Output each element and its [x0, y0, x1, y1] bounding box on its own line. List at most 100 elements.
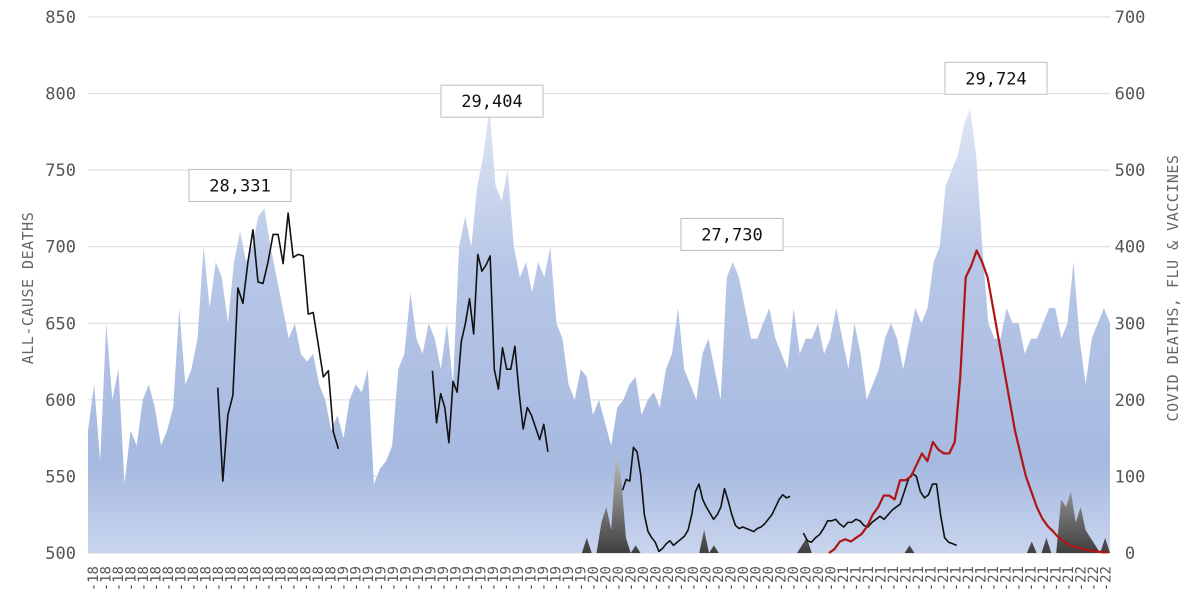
x-tick: -20 — [824, 566, 840, 591]
y-tick-right: 100 — [1115, 467, 1146, 487]
y-tick-left: 750 — [45, 161, 76, 181]
annotation-box — [188, 168, 292, 202]
x-tick: -18 — [124, 566, 140, 591]
x-tick: -18 — [199, 566, 215, 591]
y-tick-right: 600 — [1115, 85, 1146, 105]
x-tick: -19 — [536, 566, 552, 591]
x-tick: -18 — [111, 566, 127, 591]
y-tick-right: 300 — [1115, 314, 1146, 334]
x-tick: -21 — [899, 566, 915, 591]
x-tick: -19 — [511, 566, 527, 591]
x-tick: -20 — [811, 566, 827, 591]
x-tick: -21 — [849, 566, 865, 591]
x-tick: -22 — [1099, 566, 1115, 591]
annotation-box — [440, 84, 544, 118]
x-tick: -20 — [649, 566, 665, 591]
x-tick: -18 — [224, 566, 240, 591]
x-tick: -20 — [761, 566, 777, 591]
y-axis-right: 0 100 200 300 400 500 600 700 — [1115, 8, 1146, 564]
black-line-segment-1 — [216, 212, 340, 482]
y-tick-left: 800 — [45, 85, 76, 105]
y-tick-right: 700 — [1115, 8, 1146, 28]
x-tick: -18 — [286, 566, 302, 591]
annotation-text: 27,730 — [701, 225, 762, 245]
x-tick: -18 — [186, 566, 202, 591]
x-tick: -18 — [249, 566, 265, 591]
x-tick: -19 — [486, 566, 502, 591]
x-tick: -22 — [1074, 566, 1090, 591]
x-tick: -19 — [349, 566, 365, 591]
y-tick-right: 500 — [1115, 161, 1146, 181]
x-tick: -19 — [399, 566, 415, 591]
x-tick: -21 — [936, 566, 952, 591]
x-tick: -21 — [986, 566, 1002, 591]
x-tick: -20 — [686, 566, 702, 591]
peak-annotation: 28,331 — [188, 168, 292, 202]
red-line-series — [828, 249, 1108, 554]
x-tick: -18 — [86, 566, 102, 591]
x-tick: -21 — [1024, 566, 1040, 591]
y-tick-right: 0 — [1125, 544, 1135, 564]
x-tick: -20 — [736, 566, 752, 591]
y-axis-left: 500 550 600 650 700 750 800 850 — [45, 8, 76, 564]
x-tick: -19 — [561, 566, 577, 591]
x-tick: -20 — [786, 566, 802, 591]
x-tick: -21 — [911, 566, 927, 591]
x-tick: -18 — [174, 566, 190, 591]
y-tick-left: 600 — [45, 391, 76, 411]
x-tick: -18 — [261, 566, 277, 591]
x-tick: -21 — [974, 566, 990, 591]
x-tick: -18 — [136, 566, 152, 591]
annotation-text: 28,331 — [209, 176, 270, 196]
x-tick: -19 — [411, 566, 427, 591]
x-tick: -20 — [661, 566, 677, 591]
x-tick: -21 — [886, 566, 902, 591]
annotations: 28,331 29,404 27,730 29,724 — [188, 61, 1048, 251]
peak-annotation: 29,404 — [440, 84, 544, 118]
black-line-segment-3 — [621, 446, 791, 553]
y-axis-right-title: COVID DEATHS, FLU & VACCINES — [1164, 155, 1182, 422]
x-tick: -19 — [386, 566, 402, 591]
annotation-box — [680, 217, 784, 251]
peak-annotation: 27,730 — [680, 217, 784, 251]
x-tick: -19 — [549, 566, 565, 591]
y-tick-left: 650 — [45, 314, 76, 334]
x-tick: -18 — [99, 566, 115, 591]
x-tick: -20 — [799, 566, 815, 591]
x-tick: -18 — [236, 566, 252, 591]
x-tick: -20 — [611, 566, 627, 591]
y-tick-left: 500 — [45, 544, 76, 564]
x-tick: -21 — [861, 566, 877, 591]
x-tick: -20 — [749, 566, 765, 591]
y-tick-right: 400 — [1115, 238, 1146, 258]
x-tick: -18 — [211, 566, 227, 591]
x-tick: -19 — [499, 566, 515, 591]
x-tick: -18 — [299, 566, 315, 591]
x-tick: -19 — [574, 566, 590, 591]
x-tick: -21 — [949, 566, 965, 591]
x-tick: -19 — [436, 566, 452, 591]
x-tick: -20 — [599, 566, 615, 591]
x-tick: -18 — [161, 566, 177, 591]
x-tick: -21 — [924, 566, 940, 591]
x-tick: -18 — [274, 566, 290, 591]
x-tick: -21 — [1061, 566, 1077, 591]
x-tick: -18 — [311, 566, 327, 591]
x-tick: -21 — [836, 566, 852, 591]
y-tick-left: 700 — [45, 238, 76, 258]
y-tick-right: 200 — [1115, 391, 1146, 411]
x-tick: -21 — [1049, 566, 1065, 591]
annotation-text: 29,724 — [965, 69, 1026, 89]
x-tick: -19 — [336, 566, 352, 591]
black-line-segment-2 — [431, 253, 549, 453]
x-tick: -21 — [999, 566, 1015, 591]
x-tick: -20 — [586, 566, 602, 591]
black-line-segment-4 — [802, 472, 957, 547]
y-tick-left: 850 — [45, 8, 76, 28]
x-tick: -19 — [361, 566, 377, 591]
x-tick: -19 — [374, 566, 390, 591]
x-tick: -20 — [774, 566, 790, 591]
x-tick: -21 — [1036, 566, 1052, 591]
x-tick: -18 — [324, 566, 340, 591]
